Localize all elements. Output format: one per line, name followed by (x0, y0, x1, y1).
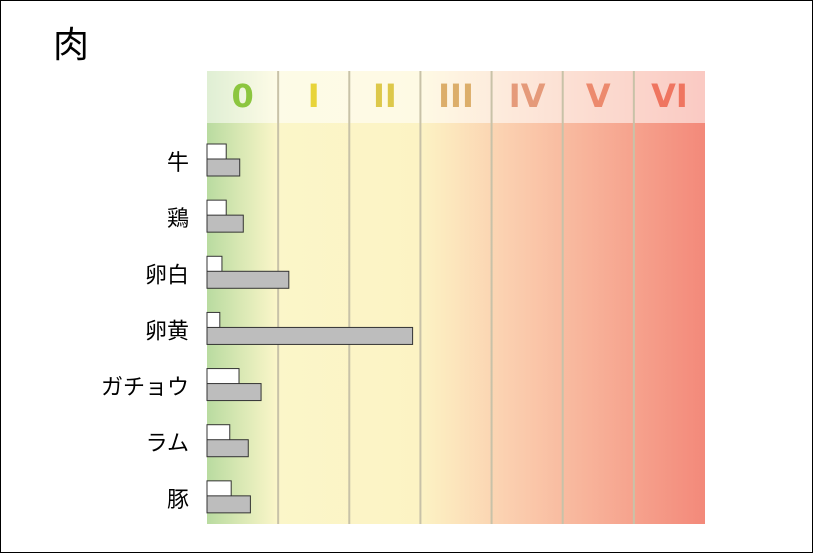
y-tick-label: 牛 (167, 151, 189, 176)
bar (206, 158, 241, 177)
bar (206, 368, 240, 387)
bar (206, 439, 249, 458)
header-band (207, 71, 705, 123)
bar (206, 480, 232, 499)
bar (206, 326, 414, 345)
x-tick-label: 0 (231, 77, 253, 115)
bar (206, 255, 223, 274)
bar (206, 214, 244, 233)
bar (206, 311, 221, 330)
x-tick-label: V (586, 77, 611, 115)
x-tick-label: I (308, 77, 320, 115)
x-tick-label: II (373, 77, 397, 115)
y-tick-label: 卵白 (145, 263, 189, 288)
x-tick-label: IV (509, 77, 546, 115)
y-tick-label: 卵黄 (145, 319, 189, 344)
y-tick-label: 鶏 (167, 207, 189, 232)
bar (206, 383, 262, 402)
y-tick-label: ラム (146, 432, 189, 457)
bar (206, 424, 231, 443)
plot-background (207, 71, 705, 524)
chart-title: 肉 (53, 25, 89, 66)
bar (206, 270, 290, 289)
y-tick-label: 豚 (167, 488, 189, 513)
x-tick-label: III (438, 77, 474, 115)
bar (206, 143, 227, 162)
bar (206, 199, 227, 218)
y-tick-label: ガチョウ (101, 376, 189, 401)
bar (206, 495, 251, 514)
x-tick-label: VI (651, 77, 688, 115)
